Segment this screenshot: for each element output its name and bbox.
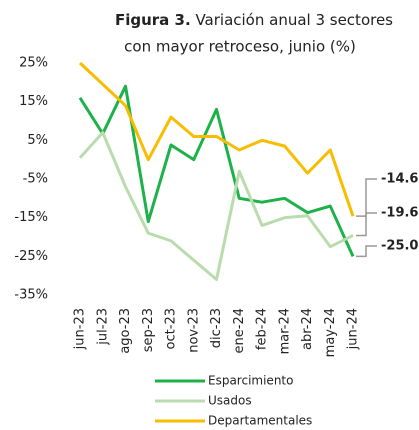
y-tick-label: -15% [14,210,48,225]
annotation: -25.0 [381,239,418,254]
x-tick-label: mar-24 [277,308,292,354]
x-tick-label: sep-23 [141,308,156,352]
x-tick-label: ene-24 [232,308,247,353]
figure-label: Figura 3. [115,11,191,29]
x-tick-label: oct-23 [164,308,179,349]
y-tick-label: -25% [14,249,48,264]
x-tick-label: may-24 [323,308,338,357]
chart-title-line: Figura 3. Variación anual 3 sectores [115,11,393,29]
annotation: -19.6 [381,206,418,221]
x-tick-label: jun-24 [346,308,361,350]
y-tick-label: 15% [19,94,48,109]
y-tick-label: 25% [19,56,48,71]
series-line [78,61,355,217]
annotation-bracket [356,178,377,217]
x-tick-label: jun-23 [73,308,88,350]
x-tick-label: ago-23 [118,308,133,354]
y-tick-label: -35% [14,288,48,303]
legend-label: Esparcimiento [208,374,293,388]
annotation-bracket [356,245,377,258]
annotation-bracket [356,212,377,237]
x-tick-label: feb-24 [255,308,270,350]
x-tick-label: nov-23 [186,308,201,353]
legend-label: Usados [208,394,252,408]
x-tick-label: jul-23 [95,308,110,346]
x-tick-label: abr-24 [300,308,315,350]
legend-label: Departamentales [208,414,312,428]
y-tick-label: -5% [23,172,48,187]
x-tick-label: dic-23 [209,308,224,348]
chart-title-cont: con mayor retroceso, junio (%) [124,38,356,56]
annotation: -14.6 [381,172,418,187]
y-tick-label: 5% [27,133,48,148]
series-line [78,131,354,282]
chart-title: Variación anual 3 sectores [191,11,394,29]
series-line [78,84,355,257]
